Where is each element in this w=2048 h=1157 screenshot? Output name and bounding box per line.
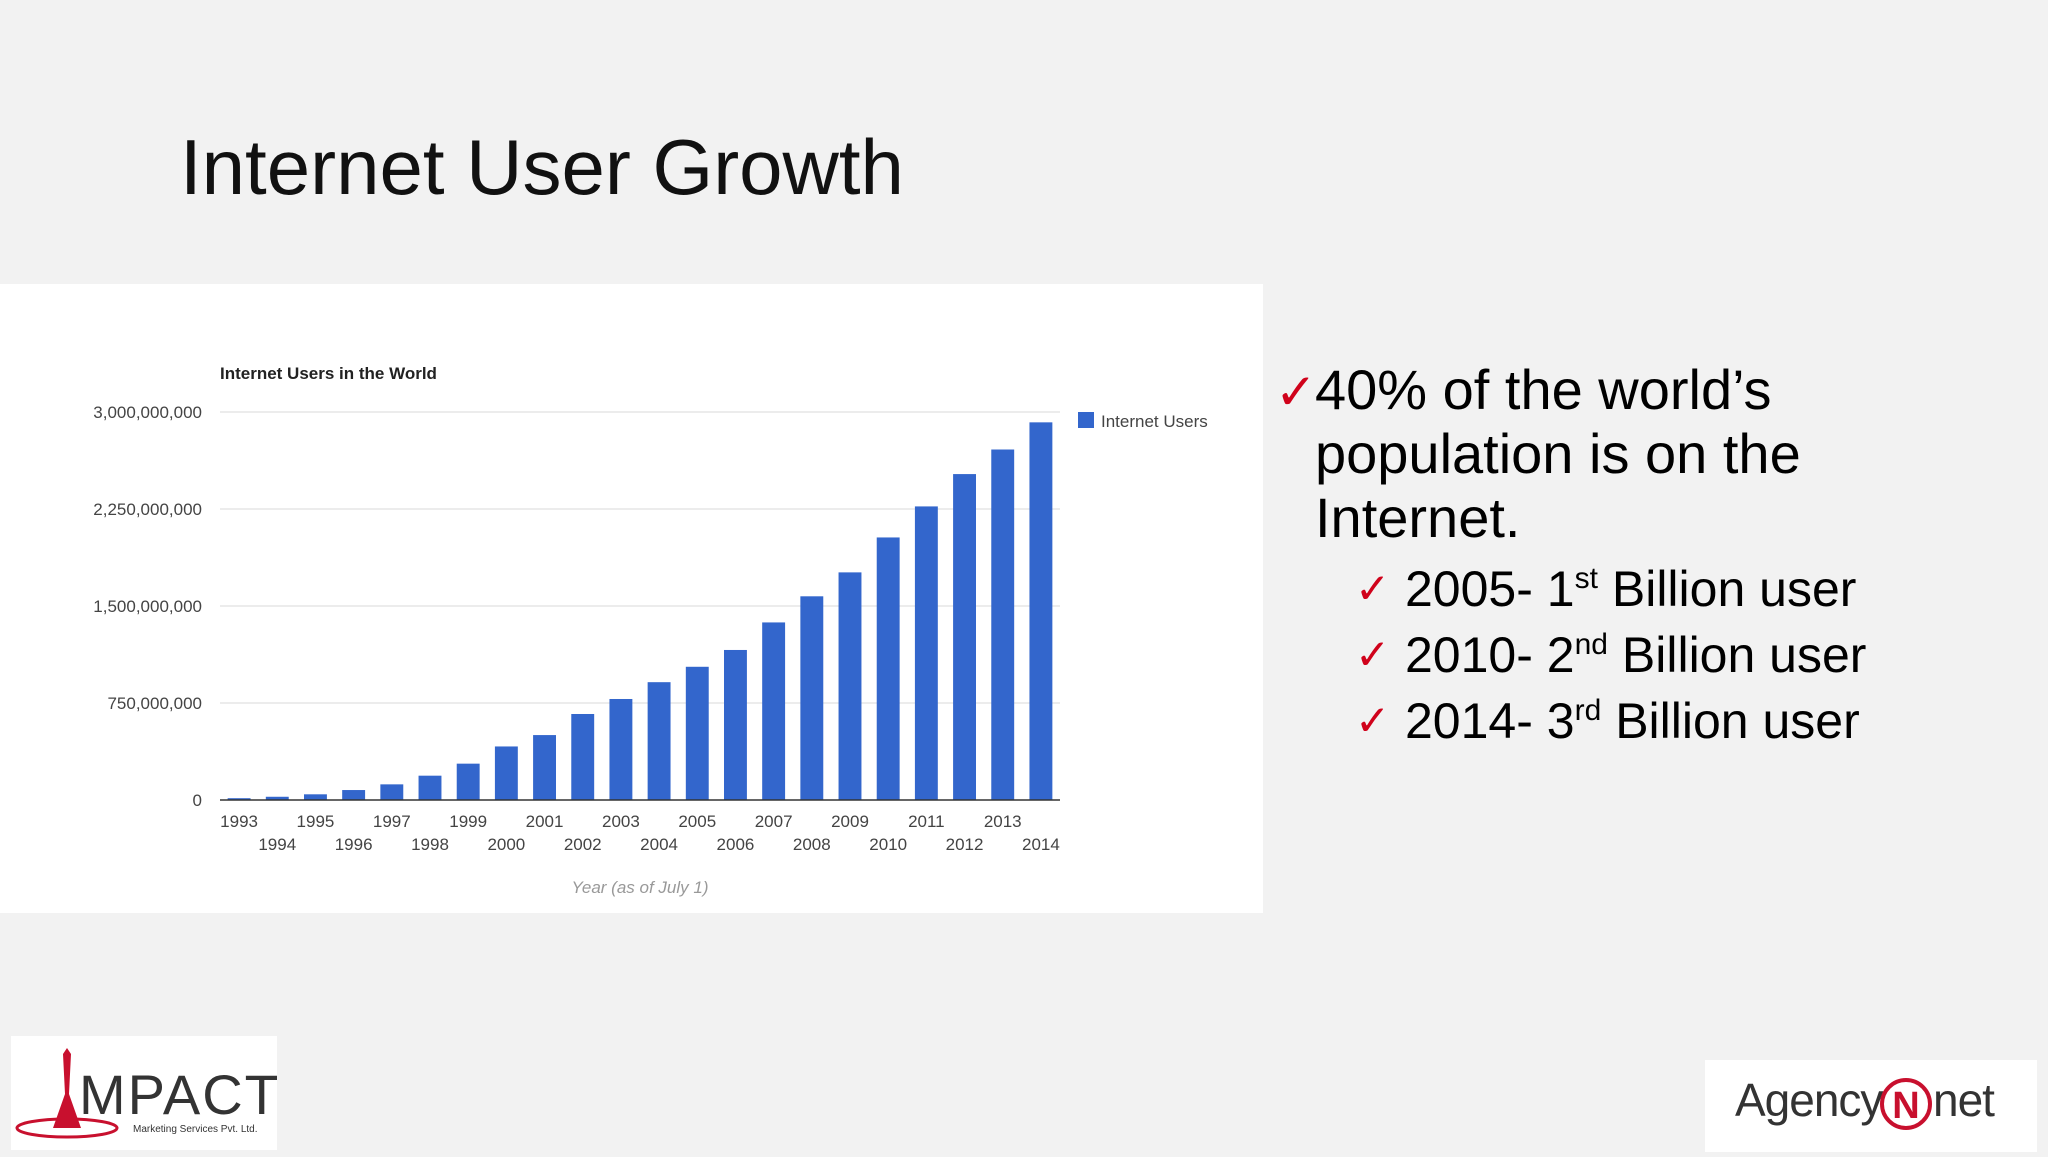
bar [685, 666, 709, 800]
check-icon: ✓ [1275, 363, 1317, 421]
bar [304, 794, 327, 800]
sub-bullet-item: ✓ 2014- 3rd Billion user [1355, 688, 1995, 754]
impact-logo-subtext: Marketing Services Pvt. Ltd. [133, 1124, 258, 1135]
x-tick-label: 2011 [908, 812, 945, 831]
sub-bullet-rest: Billion user [1621, 627, 1867, 683]
y-tick-label: 750,000,000 [107, 694, 202, 713]
legend-label: Internet Users [1101, 412, 1208, 431]
y-tick-label: 0 [193, 791, 202, 810]
sub-bullet-num: 3 [1546, 693, 1575, 749]
y-tick-label: 2,250,000,000 [93, 500, 202, 519]
x-tick-label: 1998 [411, 835, 449, 854]
agency-n-net-logo-graphic: Agency N net [1735, 1074, 1996, 1130]
bar [494, 746, 518, 800]
sub-bullet-ordinal: rd [1574, 694, 1602, 727]
bar-chart: 0 750,000,000 1,500,000,000 2,250,000,000 3,… [93, 364, 1208, 897]
check-icon: ✓ [1355, 564, 1391, 613]
bar [762, 622, 786, 800]
sub-bullet-ordinal: nd [1574, 628, 1608, 661]
x-tick-label: 1997 [373, 812, 411, 831]
impact-logo-graphic: MPACT Marketing Services Pvt. Ltd. [15, 1048, 279, 1139]
bar [571, 713, 595, 800]
bar [418, 775, 442, 800]
agency-logo-left: Agency [1735, 1074, 1883, 1126]
sub-bullet-list: ✓ 2005- 1st Billion user ✓ 2010- 2nd Bil… [1275, 556, 1995, 754]
x-tick-label: 2002 [564, 835, 602, 854]
x-tick-label: 1995 [297, 812, 335, 831]
sub-bullet-num: 2 [1546, 627, 1575, 683]
x-tick-label: 2010 [869, 835, 907, 854]
x-axis-title: Year (as of July 1) [571, 878, 708, 897]
x-tick-label: 1999 [449, 812, 487, 831]
sub-bullet-year: 2005- [1405, 561, 1533, 617]
bar [265, 796, 289, 800]
sub-bullet-year: 2014- [1405, 693, 1533, 749]
x-tick-label: 2000 [487, 835, 525, 854]
x-tick-label: 2004 [640, 835, 678, 854]
chart-panel: 0 750,000,000 1,500,000,000 2,250,000,000 3,… [0, 284, 1263, 913]
bar [647, 682, 671, 800]
bar [724, 649, 747, 800]
sub-bullet-ordinal: st [1574, 562, 1598, 595]
bar [227, 798, 251, 800]
impact-logo: MPACT Marketing Services Pvt. Ltd. [11, 1036, 279, 1150]
x-tick-label: 2003 [602, 812, 640, 831]
bar [342, 790, 366, 800]
legend-swatch [1078, 412, 1094, 428]
x-tick-label: 1994 [258, 835, 296, 854]
chart-title: Internet Users in the World [220, 364, 437, 383]
bar [914, 506, 938, 800]
agency-logo-right: net [1933, 1074, 1995, 1126]
x-tick-label: 2007 [755, 812, 793, 831]
bar [800, 596, 824, 800]
sub-bullet-rest: Billion user [1615, 693, 1860, 749]
legend: Internet Users [1078, 412, 1208, 431]
x-tick-label: 2001 [526, 812, 564, 831]
slide-title: Internet User Growth [180, 123, 904, 211]
check-icon: ✓ [1355, 696, 1391, 745]
x-tick-label: 2012 [946, 835, 984, 854]
bar [456, 763, 480, 800]
sub-bullet-item: ✓ 2010- 2nd Billion user [1355, 622, 1995, 688]
bars [227, 422, 1053, 800]
x-tick-label: 2008 [793, 835, 831, 854]
impact-logo-text: MPACT [79, 1063, 277, 1126]
x-tick-label: 2009 [831, 812, 869, 831]
bullet-list: ✓ 40% of the world’s population is on th… [1275, 358, 1995, 754]
x-tick-label: 2006 [717, 835, 755, 854]
check-icon: ✓ [1355, 630, 1391, 679]
bar [609, 698, 633, 800]
bar [991, 449, 1015, 800]
x-tick-label: 1996 [335, 835, 373, 854]
x-tick-label: 2014 [1022, 835, 1060, 854]
bar [953, 474, 976, 800]
agency-n-net-logo: Agency N net [1705, 1060, 2037, 1152]
bar [876, 537, 900, 800]
x-tick-label: 1993 [220, 812, 258, 831]
bar [380, 784, 404, 800]
sub-bullet-year: 2010- [1405, 627, 1533, 683]
bar [533, 735, 556, 800]
y-tick-label: 1,500,000,000 [93, 597, 202, 616]
x-tick-label: 2005 [678, 812, 716, 831]
y-tick-label: 3,000,000,000 [93, 403, 202, 422]
bar [1029, 422, 1053, 800]
sub-bullet-num: 1 [1546, 561, 1575, 617]
agency-logo-mid: N [1892, 1085, 1919, 1127]
sub-bullet-rest: Billion user [1611, 561, 1857, 617]
bullet-main-text: 40% of the world’s population is on the … [1315, 358, 1801, 549]
bullet-main: ✓ 40% of the world’s population is on th… [1275, 358, 1995, 550]
axes: 0 750,000,000 1,500,000,000 2,250,000,000 3,… [93, 403, 1060, 854]
sub-bullet-item: ✓ 2005- 1st Billion user [1355, 556, 1995, 622]
bar [838, 572, 862, 800]
x-tick-label: 2013 [984, 812, 1022, 831]
